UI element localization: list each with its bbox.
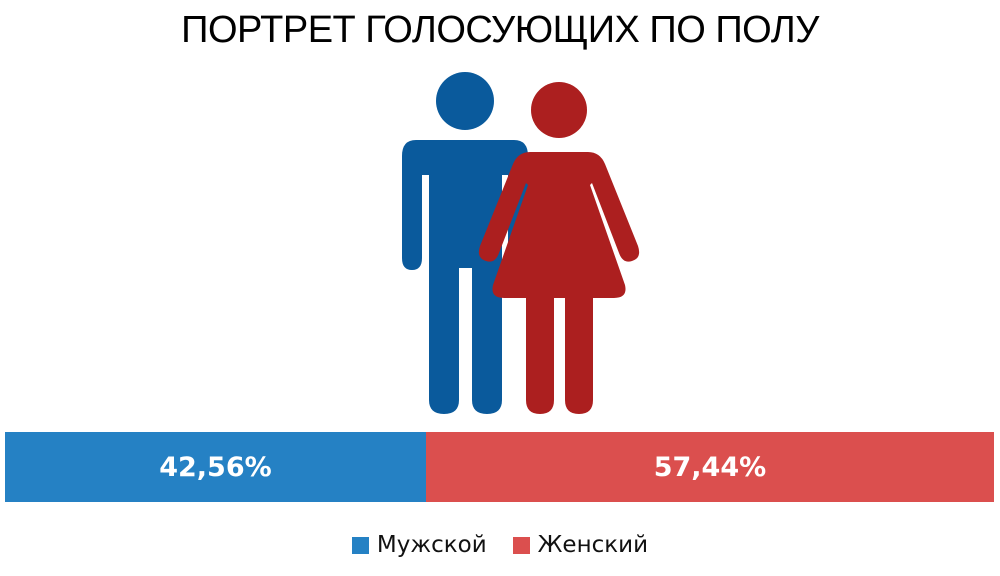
legend-swatch-male-icon bbox=[351, 536, 369, 554]
legend-item-female: Женский bbox=[512, 532, 649, 558]
stacked-bar: 42,56% 57,44% bbox=[5, 432, 994, 502]
legend: Мужской Женский bbox=[0, 532, 1000, 558]
bar-segment-male: 42,56% bbox=[5, 432, 426, 502]
legend-swatch-female-icon bbox=[512, 536, 530, 554]
legend-item-male: Мужской bbox=[351, 532, 487, 558]
legend-label-male: Мужской bbox=[376, 532, 487, 558]
voters-figures-illustration bbox=[402, 72, 640, 414]
bar-value-female: 57,44% bbox=[653, 451, 767, 483]
bar-value-male: 42,56% bbox=[159, 451, 272, 483]
female-figure-icon bbox=[478, 82, 640, 414]
chart-title: ПОРТРЕТ ГОЛОСУЮЩИХ ПО ПОЛУ bbox=[181, 9, 819, 51]
bar-segment-female: 57,44% bbox=[425, 432, 994, 502]
legend-label-female: Женский bbox=[537, 532, 649, 558]
